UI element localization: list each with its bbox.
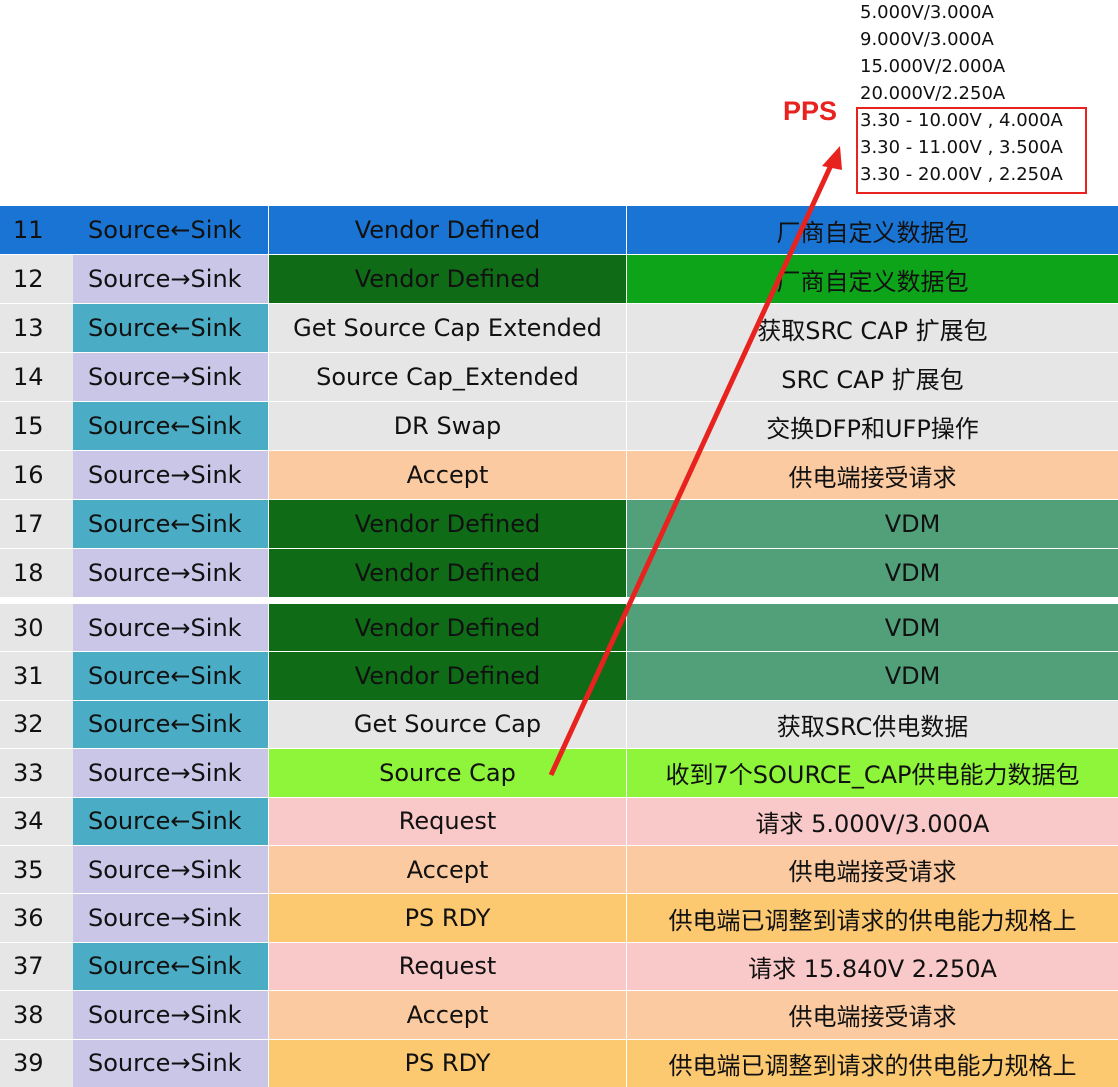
pdo-item: 3.30 - 10.00V , 4.000A (860, 110, 1063, 131)
direction: Source←Sink (73, 401, 268, 450)
message: Vendor Defined (268, 254, 626, 303)
row-number: 12 (0, 254, 73, 303)
message: Accept (268, 990, 626, 1039)
description: 请求 5.000V/3.000A (626, 796, 1118, 845)
description: 供电端已调整到请求的供电能力规格上 (626, 893, 1118, 942)
pdo-item: 5.000V/3.000A (860, 2, 994, 23)
description: 请求 15.840V 2.250A (626, 941, 1118, 991)
pdo-item: 15.000V/2.000A (860, 56, 1006, 77)
pdo-item: 3.30 - 11.00V , 3.500A (860, 137, 1063, 158)
direction: Source→Sink (73, 748, 268, 797)
direction: Source→Sink (73, 352, 268, 401)
direction: Source←Sink (73, 699, 268, 749)
description: 供电端接受请求 (626, 450, 1118, 499)
row-number: 11 (0, 205, 73, 254)
description: 收到7个SOURCE_CAP供电能力数据包 (626, 748, 1118, 797)
message: Source Cap_Extended (268, 352, 626, 401)
description: VDM (626, 548, 1118, 597)
direction: Source←Sink (73, 205, 268, 254)
message: Source Cap (268, 748, 626, 797)
message: PS RDY (268, 893, 626, 942)
row-number: 17 (0, 499, 73, 548)
pdo-item: 20.000V/2.250A (860, 83, 1006, 104)
message: Vendor Defined (268, 205, 626, 254)
direction: Source←Sink (73, 941, 268, 991)
description: 供电端接受请求 (626, 845, 1118, 894)
message: Get Source Cap Extended (268, 303, 626, 352)
message: Vendor Defined (268, 651, 626, 700)
row-number: 30 (0, 603, 73, 652)
row-number: 39 (0, 1038, 73, 1087)
direction: Source←Sink (73, 499, 268, 548)
direction: Source→Sink (73, 450, 268, 499)
row-number: 34 (0, 796, 73, 845)
row-number: 38 (0, 990, 73, 1039)
description: 交换DFP和UFP操作 (626, 401, 1118, 450)
message: Vendor Defined (268, 603, 626, 652)
pps-label: PPS (783, 96, 838, 126)
description: VDM (626, 603, 1118, 652)
message: Vendor Defined (268, 499, 626, 548)
message: Accept (268, 845, 626, 894)
row-number: 37 (0, 941, 73, 991)
pps-box (856, 107, 1087, 194)
description: VDM (626, 651, 1118, 700)
direction: Source→Sink (73, 603, 268, 652)
row-number: 14 (0, 352, 73, 401)
message: Accept (268, 450, 626, 499)
direction: Source→Sink (73, 254, 268, 303)
message: Vendor Defined (268, 548, 626, 597)
row-number: 35 (0, 845, 73, 894)
row-number: 32 (0, 699, 73, 749)
direction: Source←Sink (73, 303, 268, 352)
row-number: 15 (0, 401, 73, 450)
description: 获取SRC供电数据 (626, 699, 1118, 749)
description: VDM (626, 499, 1118, 548)
row-number: 36 (0, 893, 73, 942)
description: 厂商自定义数据包 (626, 205, 1118, 254)
row-number: 31 (0, 651, 73, 700)
direction: Source→Sink (73, 1038, 268, 1087)
description: 供电端已调整到请求的供电能力规格上 (626, 1038, 1118, 1087)
direction: Source←Sink (73, 651, 268, 700)
direction: Source→Sink (73, 548, 268, 597)
direction: Source→Sink (73, 893, 268, 942)
row-number: 18 (0, 548, 73, 597)
pdo-item: 3.30 - 20.00V , 2.250A (860, 164, 1063, 185)
row-number: 33 (0, 748, 73, 797)
message: Request (268, 941, 626, 991)
row-number: 13 (0, 303, 73, 352)
message: Request (268, 796, 626, 845)
description: 获取SRC CAP 扩展包 (626, 303, 1118, 352)
row-number: 16 (0, 450, 73, 499)
description: 供电端接受请求 (626, 990, 1118, 1039)
message: DR Swap (268, 401, 626, 450)
description: 厂商自定义数据包 (626, 254, 1118, 303)
direction: Source→Sink (73, 990, 268, 1039)
description: SRC CAP 扩展包 (626, 352, 1118, 401)
message: PS RDY (268, 1038, 626, 1087)
pdo-item: 9.000V/3.000A (860, 29, 994, 50)
direction: Source←Sink (73, 796, 268, 845)
direction: Source→Sink (73, 845, 268, 894)
